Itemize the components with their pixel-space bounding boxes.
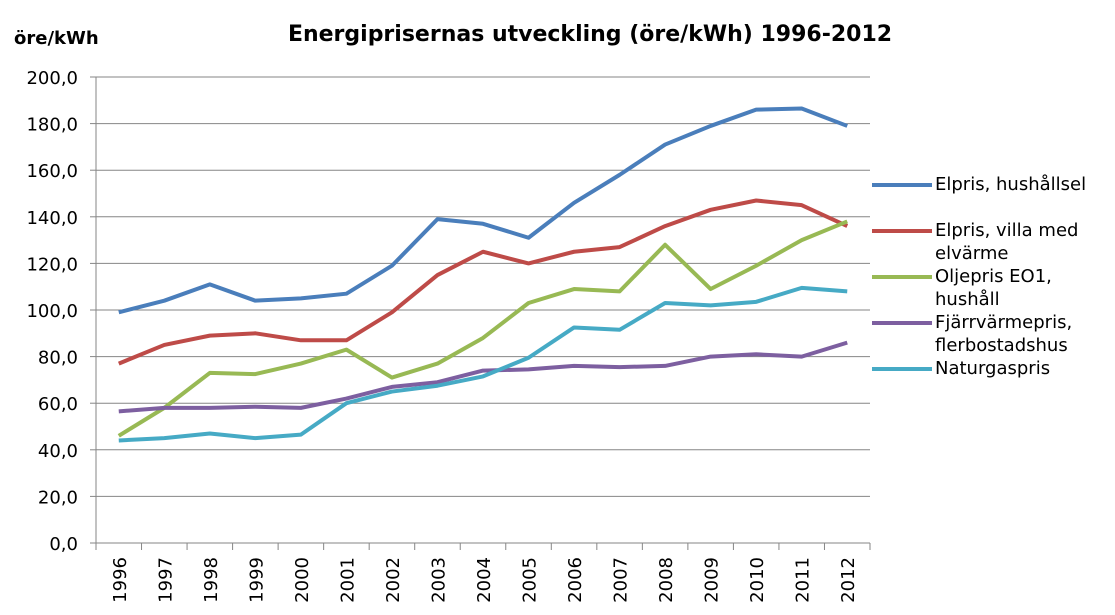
y-tick-label: 160,0 bbox=[26, 161, 78, 182]
x-tick-label: 2003 bbox=[428, 557, 449, 603]
y-axis-label: öre/kWh bbox=[14, 28, 99, 49]
x-tick-label: 2000 bbox=[292, 557, 313, 603]
x-tick-label: 2008 bbox=[656, 557, 677, 603]
legend-entry: Elpris, hushållsel bbox=[935, 173, 1113, 196]
y-tick-label: 40,0 bbox=[38, 441, 78, 462]
x-tick-label: 2012 bbox=[838, 557, 859, 603]
series-line bbox=[118, 285, 848, 443]
x-tick-label: 2010 bbox=[747, 557, 768, 603]
x-tick-label: 1998 bbox=[201, 557, 222, 603]
y-tick-label: 60,0 bbox=[38, 394, 78, 415]
x-tick-label: 2002 bbox=[383, 557, 404, 603]
legend-entry: Elpris, villa med elvärme bbox=[935, 219, 1113, 265]
legend-entry: Naturgaspris bbox=[935, 357, 1113, 380]
series-line bbox=[118, 198, 849, 366]
legend-label: Elpris, villa med elvärme bbox=[935, 220, 1079, 264]
series-line bbox=[118, 340, 848, 414]
y-tick-label: 200,0 bbox=[26, 68, 78, 89]
x-tick-label: 1999 bbox=[246, 557, 267, 603]
legend-label: Naturgaspris bbox=[935, 358, 1051, 379]
x-tick-label: 2004 bbox=[474, 557, 495, 603]
y-tick-label: 0,0 bbox=[49, 534, 78, 555]
x-tick-label: 1997 bbox=[155, 557, 176, 603]
series-line bbox=[117, 219, 848, 438]
y-tick-label: 20,0 bbox=[38, 487, 78, 508]
legend-label: Oljepris EO1, hushåll bbox=[935, 266, 1052, 310]
y-tick-label: 120,0 bbox=[26, 254, 78, 275]
x-tick-label: 2006 bbox=[565, 557, 586, 603]
y-tick-label: 100,0 bbox=[26, 301, 78, 322]
x-tick-label: 2001 bbox=[337, 557, 358, 603]
y-tick-label: 180,0 bbox=[26, 115, 78, 136]
legend-entry: Fjärrvärmepris, flerbostadshus bbox=[935, 311, 1113, 357]
x-tick-label: 2005 bbox=[520, 557, 541, 603]
y-tick-label: 80,0 bbox=[38, 348, 78, 369]
chart-title: Energiprisernas utveckling (öre/kWh) 199… bbox=[288, 22, 892, 47]
x-tick-label: 2011 bbox=[793, 557, 814, 603]
series-line bbox=[118, 106, 848, 315]
legend-label: Fjärrvärmepris, flerbostadshus bbox=[935, 312, 1073, 356]
legend-entry: Oljepris EO1, hushåll bbox=[935, 265, 1113, 311]
x-tick-label: 1996 bbox=[110, 557, 131, 603]
legend-label: Elpris, hushållsel bbox=[935, 174, 1087, 195]
x-tick-label: 2009 bbox=[702, 557, 723, 603]
y-tick-label: 140,0 bbox=[26, 208, 78, 229]
x-tick-label: 2007 bbox=[611, 557, 632, 603]
